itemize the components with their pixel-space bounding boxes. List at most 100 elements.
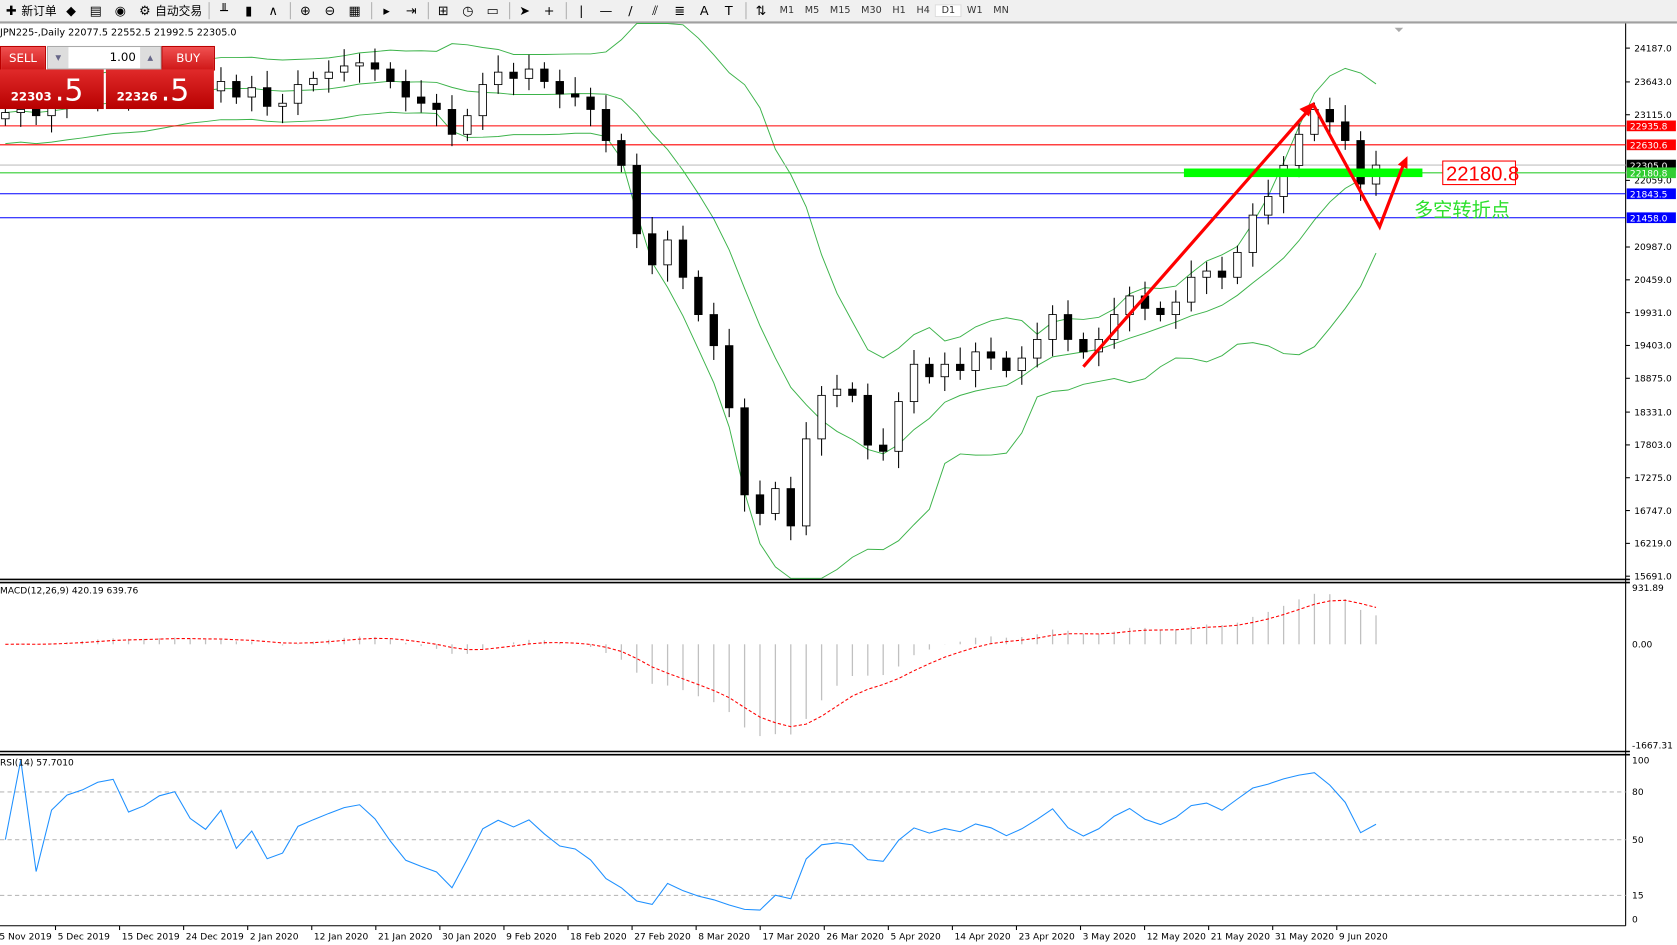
toolbar-button-tile-windows[interactable]: ▦	[343, 1, 368, 20]
price-tick-label: 19403.0	[1634, 342, 1672, 352]
candle	[262, 70, 272, 116]
toolbar-button-market-watch[interactable]: ◆	[60, 1, 85, 20]
toolbar-button-periods[interactable]: ◷	[457, 1, 482, 20]
timeframe-h4[interactable]: H4	[916, 5, 930, 17]
candle	[1048, 305, 1057, 357]
toolbar-button-text[interactable]: A	[693, 1, 718, 20]
price-tick-label: 20987.0	[1634, 243, 1672, 253]
sell-price-button[interactable]: 22303 .5	[0, 69, 104, 110]
price-tick-label: 20459.0	[1634, 276, 1672, 286]
toolbar-button-auto-trading[interactable]: ⚙ 自动交易	[134, 1, 206, 20]
timeframe-d1[interactable]: D1	[935, 4, 962, 18]
candle	[1341, 105, 1350, 150]
candle-body	[894, 401, 903, 452]
toolbar-button-arrows[interactable]: ⇅	[750, 1, 775, 20]
toolbar-button-zoom-out[interactable]: ⊖	[319, 1, 344, 20]
templates-icon: ▭	[486, 3, 499, 19]
candle-body	[879, 444, 888, 452]
timeframe-h1[interactable]: H1	[892, 5, 906, 17]
sell-button[interactable]: SELL	[0, 45, 46, 71]
lot-size-stepper: ▼ 1.00 ▲	[47, 45, 162, 70]
candle	[771, 481, 780, 521]
autoscroll-icon: ▸	[383, 3, 390, 19]
candle-body	[1048, 314, 1057, 340]
rsi-tick-label: 0	[1632, 916, 1638, 926]
candle-body	[370, 62, 380, 70]
buy-button[interactable]: BUY	[161, 45, 215, 71]
toolbar-button-crosshair[interactable]: +	[538, 1, 563, 20]
toolbar-button-navigator[interactable]: ▤	[84, 1, 109, 20]
candle-body	[925, 363, 934, 378]
text-label-icon: T	[724, 3, 733, 19]
candle-body	[956, 363, 965, 371]
increase-lot-button[interactable]: ▲	[140, 47, 161, 69]
candle-body	[832, 388, 842, 396]
price-line-label-bg	[1626, 120, 1676, 132]
candle	[524, 54, 534, 91]
arrow-head-icon	[1299, 102, 1314, 117]
chart-shift-marker-icon	[1394, 27, 1404, 33]
toolbar-button-fibonacci[interactable]: ≣	[668, 1, 693, 20]
candle	[216, 67, 226, 103]
candle	[1, 105, 10, 126]
candle-body	[571, 93, 580, 98]
candle-body	[663, 239, 672, 266]
toolbar-button-indicators[interactable]: ⊞	[432, 1, 457, 20]
candle	[755, 480, 765, 526]
toolbar-button-line-chart[interactable]: ∧	[262, 1, 287, 20]
arrows-icon: ⇅	[755, 3, 767, 19]
candle-body	[386, 68, 395, 82]
toolbar-button-autoscroll[interactable]: ▸	[375, 1, 400, 20]
timeframe-m15[interactable]: M15	[829, 5, 851, 17]
navigator-icon: ▤	[89, 3, 102, 19]
buy-price-button[interactable]: 22326 .5	[105, 69, 214, 110]
date-tick-label: 17 Mar 2020	[762, 933, 820, 943]
date-tick-label: 5 Dec 2019	[58, 933, 110, 943]
decrease-lot-button[interactable]: ▼	[48, 47, 69, 69]
candle-body	[416, 96, 426, 104]
equidistant-channel-icon: ⫽	[652, 2, 658, 18]
candle-body	[309, 77, 318, 86]
toolbar-button-signal[interactable]: ◉	[109, 1, 134, 20]
candle-body	[555, 81, 564, 95]
timeframe-m1[interactable]: M1	[779, 5, 795, 17]
candle	[1079, 332, 1088, 359]
candle-body	[1033, 339, 1042, 359]
toolbar-button-chart-shift[interactable]: ⇥	[400, 1, 425, 20]
timeframe-w1[interactable]: W1	[966, 5, 983, 17]
toolbar-button-equidistant-channel[interactable]: ⫽	[644, 1, 669, 20]
candle	[1202, 261, 1211, 295]
candle	[678, 225, 688, 290]
line-chart-icon: ∧	[268, 3, 278, 19]
price-line-label: 22630.6	[1630, 142, 1668, 152]
candle-body	[986, 351, 996, 359]
candle-body	[694, 276, 703, 315]
rsi-label: RSI(14) 57.7010	[0, 758, 74, 768]
candle-body	[725, 345, 734, 409]
toolbar-button-templates[interactable]: ▭	[481, 1, 506, 20]
toolbar-button-candlestick[interactable]: ▮	[237, 1, 262, 20]
toolbar-button-zoom-in[interactable]: ⊕	[294, 1, 319, 20]
candle-body	[216, 81, 226, 92]
toolbar-button-text-label[interactable]: T	[718, 1, 743, 20]
timeframe-m30[interactable]: M30	[861, 5, 882, 17]
toolbar-separator	[745, 2, 747, 20]
toolbar-button-vertical-line[interactable]: |	[570, 1, 595, 20]
candle-body	[586, 96, 595, 110]
timeframe-m5[interactable]: M5	[804, 5, 820, 17]
zoom-in-icon: ⊕	[299, 3, 311, 19]
price-line-label: 22305.0	[1630, 162, 1668, 172]
toolbar-button-bar-chart[interactable]: ╨	[213, 1, 238, 20]
toolbar-button-cursor[interactable]: ➤	[513, 1, 538, 20]
toolbar-button-new-order[interactable]: ✚ 新订单	[0, 1, 60, 20]
lot-size-input[interactable]: 1.00	[109, 50, 136, 65]
toolbar-button-trendline[interactable]: /	[619, 1, 644, 20]
vertical-line-icon: |	[579, 3, 584, 19]
timeframe-mn[interactable]: MN	[993, 5, 1009, 17]
toolbar-button-horizontal-line[interactable]: —	[595, 1, 620, 20]
candle	[447, 95, 457, 147]
candle-body	[401, 81, 410, 98]
price-tick-label: 17275.0	[1634, 474, 1672, 484]
macd-signal-line	[5, 599, 1377, 728]
